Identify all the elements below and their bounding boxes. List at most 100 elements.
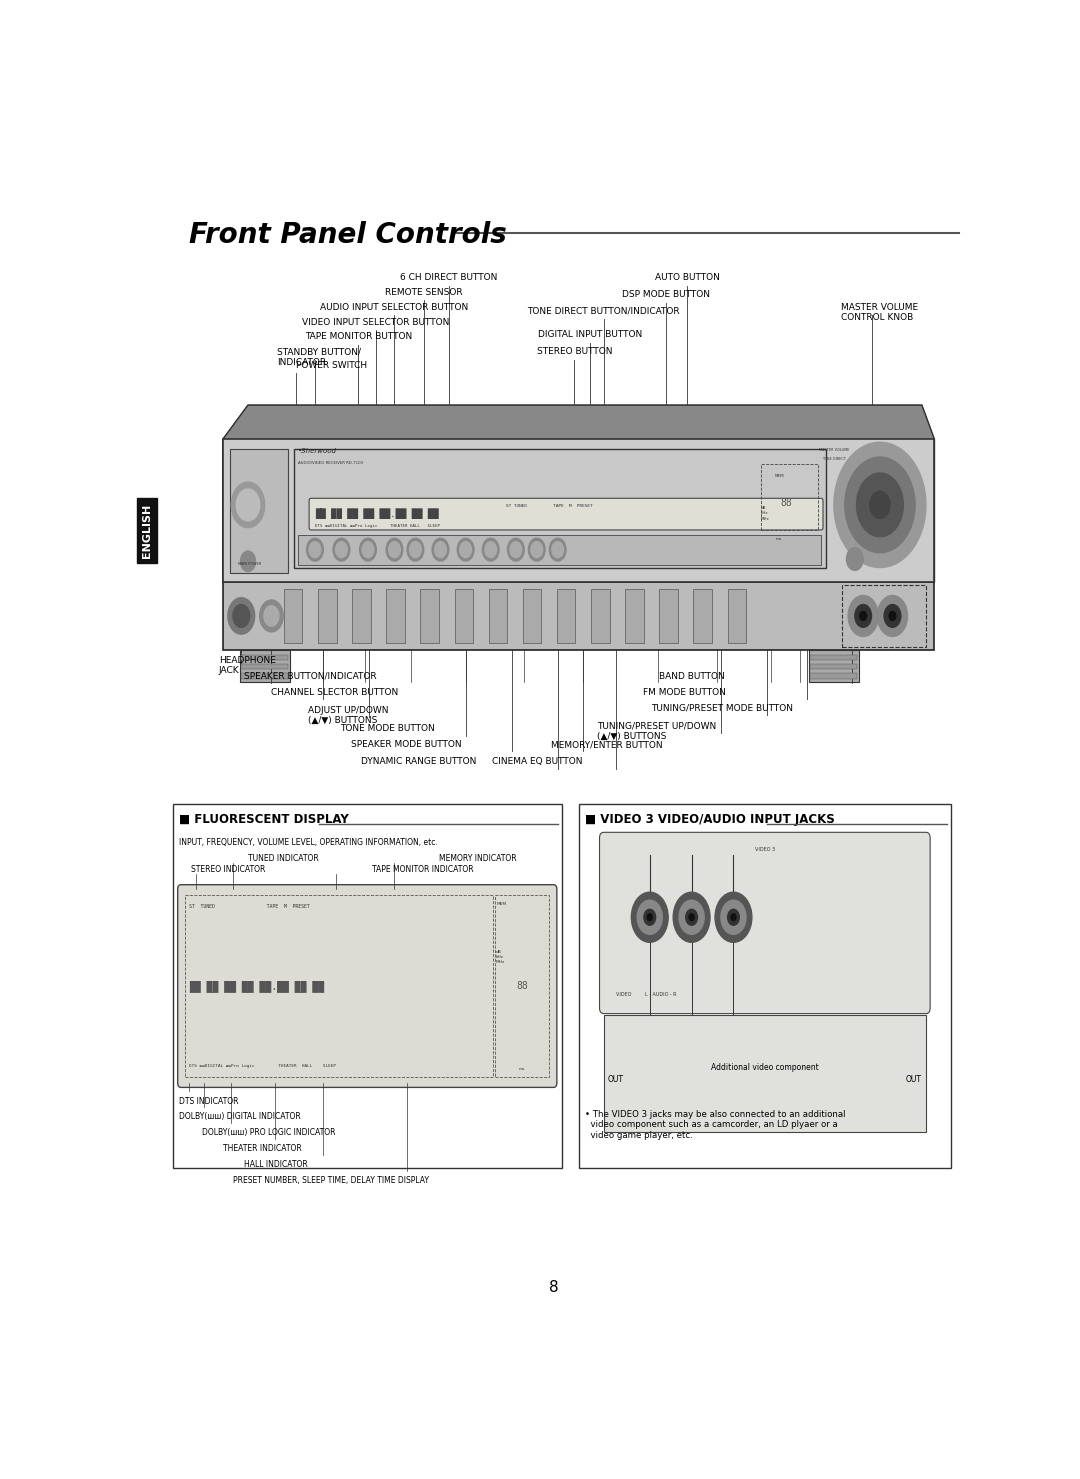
Text: VIDEO INPUT SELECTOR BUTTON: VIDEO INPUT SELECTOR BUTTON [302,318,449,327]
Bar [557,589,576,643]
Text: ADJUST UP/DOWN: ADJUST UP/DOWN [308,705,389,714]
Text: TONE DIRECT: TONE DIRECT [822,457,846,461]
Bar [625,589,644,643]
Text: 88: 88 [516,981,528,991]
Text: ST  TUNED                  TAPE  M  PRESET: ST TUNED TAPE M PRESET [189,904,310,910]
Text: DOLBY(шш) PRO LOGIC INDICATOR: DOLBY(шш) PRO LOGIC INDICATOR [202,1128,336,1137]
Circle shape [483,538,499,561]
Text: INDICATOR: INDICATOR [278,358,326,367]
Bar [523,589,541,643]
Text: DYNAMIC RANGE BUTTON: DYNAMIC RANGE BUTTON [361,757,476,766]
Circle shape [333,538,350,561]
Bar [579,805,951,1168]
Text: MASTER VOLUME: MASTER VOLUME [840,303,918,312]
Text: TONE DIRECT BUTTON/INDICATOR: TONE DIRECT BUTTON/INDICATOR [527,306,680,315]
Text: DIGITAL INPUT BUTTON: DIGITAL INPUT BUTTON [538,330,643,339]
Circle shape [686,910,698,926]
Bar [693,589,712,643]
Text: STANDBY BUTTON/: STANDBY BUTTON/ [278,348,362,356]
Text: DOLBY(шш) DIGITAL INDICATOR: DOLBY(шш) DIGITAL INDICATOR [179,1112,301,1121]
Text: BAND BUTTON: BAND BUTTON [659,671,725,680]
Text: POWER SWITCH: POWER SWITCH [296,361,367,370]
Bar [809,651,859,682]
Bar [455,589,473,643]
Text: MEM: MEM [774,473,784,478]
Circle shape [259,600,283,632]
Circle shape [528,538,545,561]
Circle shape [848,596,878,636]
Circle shape [237,490,259,521]
Text: ■ FLUORESCENT DISPLAY: ■ FLUORESCENT DISPLAY [179,813,349,825]
Circle shape [360,538,376,561]
Circle shape [233,605,249,627]
Circle shape [673,892,710,942]
Circle shape [510,541,522,558]
Text: VIDEO 3: VIDEO 3 [755,847,775,852]
Text: VIDEO         L - AUDIO - R: VIDEO L - AUDIO - R [617,991,677,997]
Text: Additional video component: Additional video component [711,1063,819,1072]
Text: ██ ██ ██ ██ ██.██ ██ ██: ██ ██ ██ ██ ██.██ ██ ██ [315,509,438,519]
Circle shape [231,482,265,528]
Circle shape [457,538,474,561]
Text: OUT: OUT [608,1075,624,1084]
Circle shape [644,910,656,926]
Text: (▲/▼) BUTTONS: (▲/▼) BUTTONS [597,732,666,741]
Text: ENGLISH: ENGLISH [141,503,151,558]
Circle shape [731,914,735,921]
Text: (▲/▼) BUTTONS: (▲/▼) BUTTONS [308,716,378,725]
Circle shape [362,541,374,558]
Bar [298,534,822,565]
Text: TAPE MONITOR INDICATOR: TAPE MONITOR INDICATOR [372,865,473,874]
Text: AUDIO/VIDEO RECEIVER RD-7103: AUDIO/VIDEO RECEIVER RD-7103 [298,461,363,466]
Text: OUT: OUT [906,1075,922,1084]
Text: Front Panel Controls: Front Panel Controls [189,220,508,248]
Bar [810,673,858,679]
Text: STEREO BUTTON: STEREO BUTTON [537,348,612,356]
Text: • The VIDEO 3 jacks may be also connected to an additional
  video component suc: • The VIDEO 3 jacks may be also connecte… [585,1111,846,1140]
Bar [173,805,562,1168]
Circle shape [407,538,423,561]
Text: JACK: JACK [218,666,240,674]
Bar [810,655,858,660]
FancyBboxPatch shape [178,884,557,1087]
Circle shape [307,538,323,561]
Text: 8: 8 [549,1281,558,1296]
Text: STEREO INDICATOR: STEREO INDICATOR [191,865,266,874]
Bar [241,655,288,660]
Bar [186,895,494,1077]
Circle shape [869,491,890,519]
Text: DSP MODE BUTTON: DSP MODE BUTTON [622,290,710,299]
Circle shape [715,892,752,942]
Bar [387,589,405,643]
Text: CINEMA EQ BUTTON: CINEMA EQ BUTTON [491,757,582,766]
Circle shape [847,547,863,571]
Text: TUNING/PRESET UP/DOWN: TUNING/PRESET UP/DOWN [597,722,716,731]
Text: MEM: MEM [497,902,507,905]
Bar [284,589,302,643]
Text: dB
kHz
MHz: dB kHz MHz [761,506,770,521]
Text: CONTROL KNOB: CONTROL KNOB [840,314,913,322]
Text: SPEAKER BUTTON/INDICATOR: SPEAKER BUTTON/INDICATOR [244,671,377,680]
Bar [604,1015,926,1131]
Circle shape [550,538,566,561]
Text: MASTER VOLUME: MASTER VOLUME [819,448,849,451]
Text: MEMORY/ENTER BUTTON: MEMORY/ENTER BUTTON [551,740,663,750]
Circle shape [721,901,746,935]
Circle shape [508,538,524,561]
FancyBboxPatch shape [309,498,823,529]
Circle shape [885,605,901,627]
Circle shape [855,605,872,627]
Circle shape [860,611,866,621]
Text: SPEAKER MODE BUTTON: SPEAKER MODE BUTTON [351,740,461,750]
Circle shape [632,892,669,942]
Text: CHANNEL SLECTOR BUTTON: CHANNEL SLECTOR BUTTON [271,688,397,697]
Bar [241,673,288,679]
Circle shape [485,541,497,558]
Bar [222,581,934,651]
Circle shape [637,901,662,935]
Bar [241,664,288,670]
Bar [230,448,288,572]
Text: MEMORY INDICATOR: MEMORY INDICATOR [438,853,516,864]
Circle shape [434,541,446,558]
Polygon shape [222,405,934,581]
